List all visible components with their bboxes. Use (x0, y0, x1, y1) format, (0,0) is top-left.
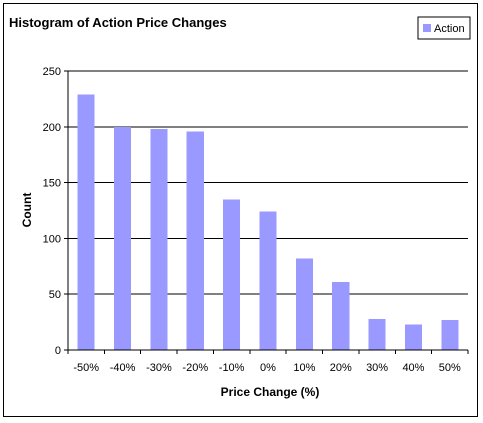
y-tick-label: 150 (43, 178, 61, 190)
x-tick-label: -10% (219, 362, 245, 374)
x-tick-label: -30% (146, 362, 172, 374)
bar--50% (77, 94, 95, 350)
x-tick-label: 20% (330, 362, 352, 374)
x-tick-label: -40% (110, 362, 136, 374)
legend-label-action: Action (434, 23, 465, 35)
x-axis-title: Price Change (%) (221, 385, 320, 399)
legend: Action (417, 16, 471, 40)
bar--40% (114, 126, 132, 350)
bars (77, 94, 459, 350)
y-tick-label: 200 (43, 122, 61, 134)
x-tick-labels: -50% -40% -30% -20% -10% 0% 10% 20% 30% 40% 50% (73, 362, 461, 374)
y-axis-title: Count (20, 193, 34, 228)
bar-20% (332, 281, 350, 350)
bar-30% (368, 318, 386, 350)
bar-0% (259, 211, 277, 350)
y-tick-label: 50 (49, 289, 61, 301)
bar--20% (186, 131, 204, 350)
y-tick-label: 0 (55, 345, 61, 357)
chart-title: Histogram of Action Price Changes (9, 15, 227, 30)
bar-40% (404, 324, 422, 350)
bar-50% (441, 319, 459, 350)
y-tick-label: 250 (43, 66, 61, 78)
y-tick-label: 100 (43, 233, 61, 245)
x-tick-label: -50% (73, 362, 99, 374)
bar--30% (150, 129, 168, 350)
x-tick-label: 0% (260, 362, 276, 374)
x-tick-label: -20% (182, 362, 208, 374)
x-tick-label: 40% (402, 362, 424, 374)
bar--10% (223, 199, 241, 350)
legend-swatch-action (423, 24, 431, 32)
y-tick-labels: 0 50 100 150 200 250 (43, 66, 61, 357)
x-tick-label: 30% (366, 362, 388, 374)
axes (64, 70, 469, 354)
x-tick-label: 50% (439, 362, 461, 374)
bar-10% (295, 258, 313, 350)
legend-box (417, 16, 471, 40)
x-tick-label: 10% (293, 362, 315, 374)
